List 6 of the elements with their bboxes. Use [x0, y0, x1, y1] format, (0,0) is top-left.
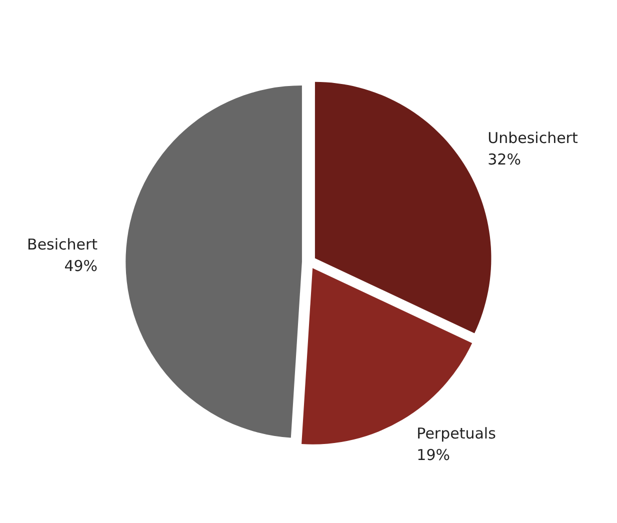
slice-label: Besichert [27, 236, 98, 254]
data-label: 32% [488, 150, 521, 168]
data-label: 19% [416, 446, 450, 464]
slice-label: Unbesichert [488, 128, 578, 147]
slice-label: Perpetuals [416, 424, 496, 442]
data-label: 49% [64, 257, 98, 276]
